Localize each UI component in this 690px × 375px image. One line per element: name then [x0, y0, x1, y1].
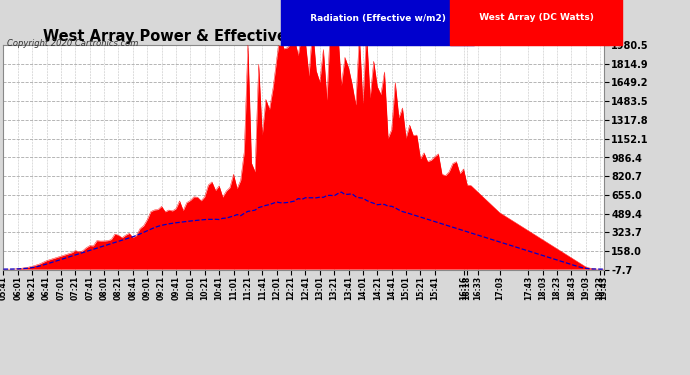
Title: West Array Power & Effective Solar Radiation Mon May 4 19:49: West Array Power & Effective Solar Radia…	[43, 29, 564, 44]
Text: West Array (DC Watts): West Array (DC Watts)	[473, 13, 600, 22]
Text: Copyright 2020 Cartronics.com: Copyright 2020 Cartronics.com	[7, 39, 138, 48]
Text: Radiation (Effective w/m2): Radiation (Effective w/m2)	[304, 13, 452, 22]
